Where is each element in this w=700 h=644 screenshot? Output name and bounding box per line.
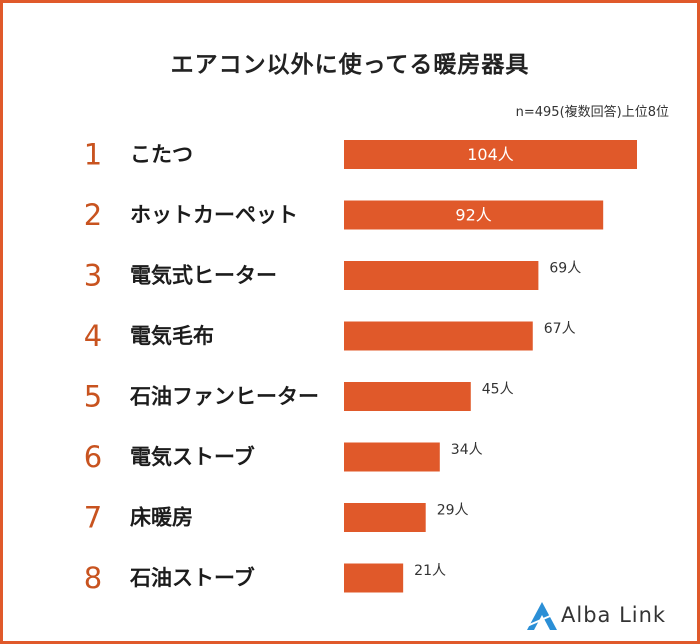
- rank-number: 1: [84, 138, 102, 172]
- rank-number: 8: [84, 561, 102, 595]
- value-label: 67人: [544, 321, 576, 337]
- category-label: 電気式ヒーター: [130, 264, 277, 288]
- value-label: 29人: [437, 503, 469, 519]
- category-label: こたつ: [130, 143, 193, 167]
- bar: [344, 382, 471, 411]
- category-label: 床暖房: [130, 506, 193, 530]
- rank-number: 6: [84, 440, 102, 474]
- bar: [344, 200, 604, 230]
- value-label: 21人: [414, 563, 446, 579]
- bar: [344, 503, 426, 532]
- rank-number: 3: [84, 259, 102, 293]
- rank-number: 7: [84, 501, 102, 535]
- bar-chart: 1 こたつ 104人 2 ホットカーペット 92人 3 電気式ヒーター 69人 4 電気毛布 67人 5…: [84, 138, 637, 595]
- alba-link-logo-icon: [526, 602, 558, 630]
- rank-number: 4: [84, 319, 102, 353]
- logo-text: Alba Link: [561, 603, 667, 627]
- alba-link-logo: Alba Link: [525, 599, 685, 633]
- category-label: ホットカーペット: [130, 203, 298, 227]
- value-label: 45人: [482, 382, 514, 398]
- category-label: 石油ファンヒーター: [129, 385, 319, 409]
- bar: [344, 140, 637, 169]
- rank-number: 5: [84, 380, 102, 414]
- value-label: 92人: [455, 206, 491, 225]
- chart-title: エアコン以外に使ってる暖房器具: [170, 52, 530, 78]
- bar: [344, 442, 440, 472]
- rank-number: 2: [84, 198, 102, 232]
- bar: [344, 321, 533, 351]
- category-label: 電気ストーブ: [130, 445, 255, 469]
- bar: [344, 261, 539, 290]
- value-label: 104人: [467, 145, 514, 164]
- category-label: 石油ストーブ: [129, 566, 255, 590]
- value-label: 34人: [451, 442, 483, 458]
- value-label: 69人: [549, 261, 581, 277]
- category-label: 電気毛布: [130, 324, 214, 348]
- sample-note: n=495(複数回答)上位8位: [515, 105, 669, 120]
- bar: [344, 563, 404, 593]
